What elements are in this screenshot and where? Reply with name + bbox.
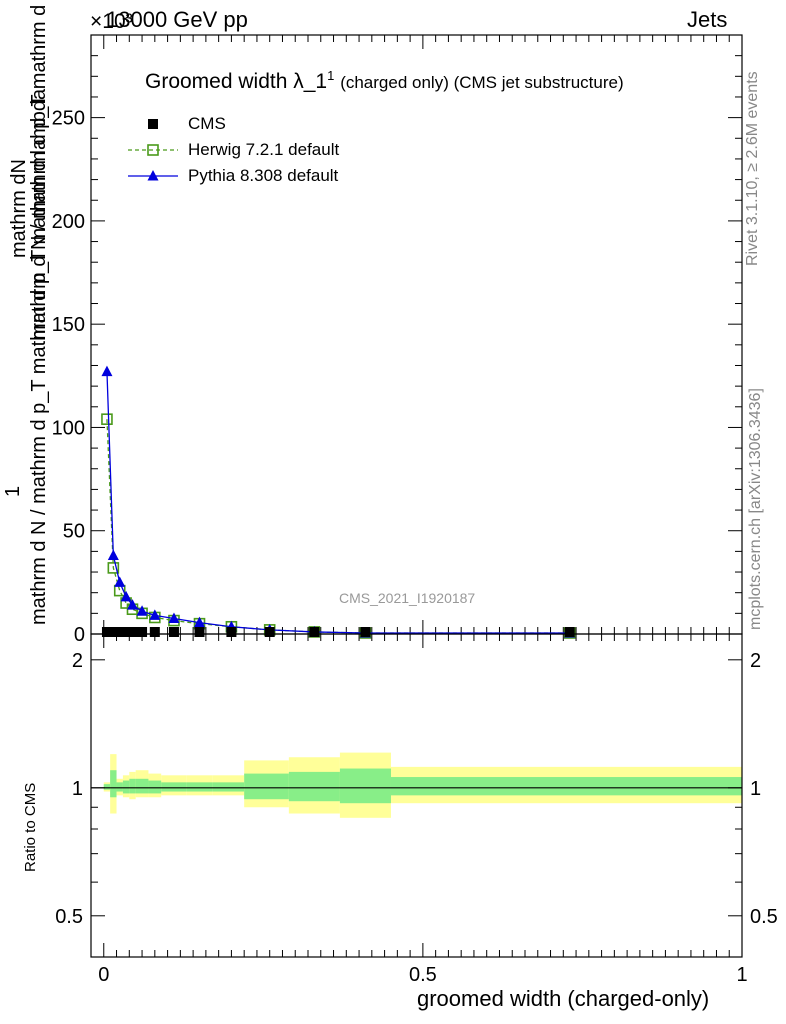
y-tick-label: 50 (63, 521, 85, 543)
cms-point (137, 627, 148, 637)
herwig-point (101, 413, 113, 425)
cms-point (101, 627, 112, 637)
ratio-band-green (390, 777, 742, 796)
ratio-y-tick-label-right: 0.5 (750, 906, 778, 928)
cms-point (108, 627, 119, 637)
ratio-y-tick-label: 2 (72, 650, 83, 672)
ratio-band-green (135, 778, 149, 794)
cms-point (360, 627, 371, 637)
ratio-band-green (122, 780, 130, 794)
ratio-band-green (148, 780, 162, 794)
ratio-band-green (339, 768, 391, 804)
header-jets: Jets (687, 7, 728, 32)
pythia-point (120, 590, 132, 602)
ratio-band-green (186, 782, 213, 792)
y-tick-label: 100 (52, 417, 85, 439)
header-process: 13000 GeV pp (106, 7, 248, 32)
xlabel: groomed width (charged-only) (417, 986, 710, 1011)
ratio-band-green (110, 770, 117, 798)
x-tick-label: 1 (736, 964, 747, 986)
ratio-y-tick-label-right: 1 (750, 778, 761, 800)
cms-point (114, 627, 125, 637)
legend-cms: CMS (188, 114, 226, 133)
legend-pythia: Pythia 8.308 default (188, 166, 339, 185)
ratio-band-green (116, 782, 123, 792)
ratio-band-green (212, 782, 245, 792)
cms-point (149, 627, 160, 637)
ratio-band-green (103, 784, 111, 790)
pythia-point (107, 549, 119, 561)
pythia-point (149, 609, 161, 620)
cms-point (194, 627, 205, 637)
legend-herwig-marker (147, 144, 159, 156)
cms-point (226, 627, 237, 637)
pythia-point (114, 576, 126, 587)
pythia-point (101, 365, 113, 377)
legend-pythia-marker (147, 170, 159, 181)
cms-point (309, 627, 320, 637)
x-tick-label: 0.5 (409, 964, 437, 986)
y-tick-label: 250 (52, 108, 85, 130)
herwig-line (106, 419, 570, 634)
cms-point (127, 627, 138, 637)
herwig-point (107, 562, 120, 574)
cms-point (564, 627, 575, 637)
pythia-line (106, 371, 570, 634)
x-tick-label: 0 (98, 964, 109, 986)
ratio-y-tick-label: 1 (72, 778, 83, 800)
header-exponent: ×10³ (90, 10, 133, 33)
pythia-point (194, 616, 205, 628)
y-tick-label: 0 (74, 624, 85, 646)
ratio-frame (90, 633, 743, 958)
main-panel: 0 50 100 150 200 250 (52, 34, 743, 646)
cms-point (264, 627, 275, 637)
title-sup: 1 (327, 68, 335, 83)
ratio-band-green (129, 778, 136, 794)
pythia-point (168, 612, 180, 624)
chart-title: Groomed width λ_11 (charged only) (CMS j… (145, 68, 624, 94)
main-frame (90, 34, 743, 635)
cms-point (168, 627, 179, 637)
ratio-y-tick-label: 0.5 (55, 906, 83, 928)
ratio-band-green (288, 771, 340, 802)
y-tick-label: 150 (52, 314, 85, 336)
ratio-band-green (161, 782, 187, 792)
pythia-point (136, 605, 148, 616)
watermark: CMS_2021_I1920187 (339, 590, 476, 606)
title-tail: (charged only) (CMS jet substructure) (340, 73, 624, 92)
legend-cms-marker (148, 119, 158, 129)
pythia-point (126, 599, 138, 610)
ratio-panel: 0 0.5 1 0.5 1 2 0.5 1 2 (55, 633, 778, 986)
y-tick-label: 200 (52, 211, 85, 233)
ratio-band-green (244, 773, 289, 800)
legend-markers (128, 119, 178, 181)
legend-herwig: Herwig 7.2.1 default (188, 140, 340, 159)
title-main: Groomed width (145, 70, 288, 93)
ratio-y-tick-label-right: 2 (750, 650, 761, 672)
title-lambda: λ_1 (293, 70, 328, 93)
cms-point (121, 627, 132, 637)
